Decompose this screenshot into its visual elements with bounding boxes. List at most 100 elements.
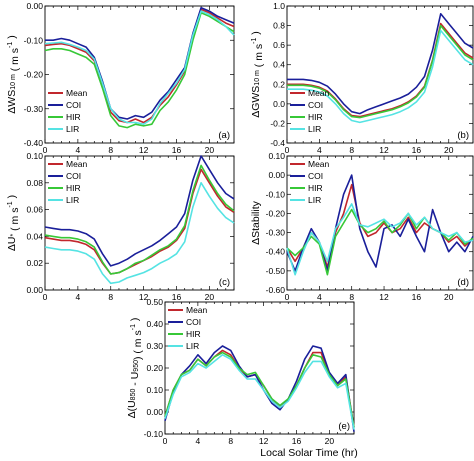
panel-tag: (c) xyxy=(219,277,230,288)
y-axis-label-part: ( m s xyxy=(9,208,21,234)
legend: Mean COI HIR LIR xyxy=(290,88,330,134)
x-tick-label: 8 xyxy=(349,292,354,302)
series-line-mean xyxy=(287,22,474,118)
x-tick-label: 20 xyxy=(205,292,215,302)
legend-label-hir: HIR xyxy=(66,183,81,193)
y-tick-label: -0.4 xyxy=(270,138,285,148)
x-tick-label: 20 xyxy=(325,436,335,446)
y-tick-label: 0.00 xyxy=(146,407,163,417)
legend-label-mean: Mean xyxy=(186,305,208,315)
x-tick-label: 12 xyxy=(259,436,269,446)
x-tick-label: 4 xyxy=(317,145,322,155)
legend-label-hir: HIR xyxy=(308,112,323,122)
legend: Mean COI HIR LIR xyxy=(290,159,330,205)
x-tick-label: 16 xyxy=(292,436,302,446)
y-tick-label: 0.00 xyxy=(268,170,285,180)
y-tick-label: 0.10 xyxy=(268,151,285,161)
y-axis-label-part: 850 xyxy=(130,389,137,401)
series-line-lir xyxy=(287,29,474,124)
y-axis-label-part: ( m s xyxy=(9,48,21,74)
series-line-hir xyxy=(44,12,235,129)
plot-frame xyxy=(44,5,235,144)
y-axis-label-part: 950 xyxy=(133,360,140,372)
series-line-coi xyxy=(44,155,235,267)
y-axis-label-part: ΔU xyxy=(6,237,18,252)
panel-tag: (b) xyxy=(457,130,469,141)
x-tick-label: 4 xyxy=(196,436,201,446)
legend-label-hir: HIR xyxy=(66,112,81,122)
legend-label-mean: Mean xyxy=(308,159,330,169)
x-tick-label: 0 xyxy=(285,145,290,155)
y-axis-label-part: ( m s xyxy=(253,44,265,70)
series-line-lir xyxy=(164,353,355,430)
y-tick-label: 0.40 xyxy=(146,319,163,329)
y-axis-label-part: ) xyxy=(6,35,18,41)
y-axis-label-part: - U xyxy=(129,372,141,389)
y-tick-label: 0.4 xyxy=(273,60,285,70)
series-line-hir xyxy=(287,24,474,119)
y-axis-label-part: -1 xyxy=(7,42,14,48)
y-tick-label: -0.20 xyxy=(24,70,44,80)
y-tick-label: 0.8 xyxy=(273,21,285,31)
plot-frame xyxy=(286,155,474,291)
y-tick-label: -0.10 xyxy=(24,35,44,45)
legend-label-hir: HIR xyxy=(186,329,201,339)
panel-tag: (a) xyxy=(218,130,230,141)
series-line-lir xyxy=(44,182,235,285)
x-tick-label: 8 xyxy=(108,145,113,155)
x-tick-label: 4 xyxy=(317,292,322,302)
x-tick-label: 12 xyxy=(139,145,149,155)
y-tick-label: -0.30 xyxy=(266,228,286,238)
x-tick-label: 16 xyxy=(172,145,182,155)
y-tick-label: 0.02 xyxy=(26,258,43,268)
panel-b: 0 4 8 12 16 20 -0.4 -0.2 0.0 0.2 0.4 0.6 0.8 1.0 ΔGWS1… xyxy=(250,1,474,155)
legend: Mean COI HIR LIR xyxy=(48,88,88,134)
y-tick-label: 0.10 xyxy=(146,385,163,395)
legend-label-lir: LIR xyxy=(308,124,321,134)
plot-frame xyxy=(286,5,474,144)
y-axis-label-part: ΔStability xyxy=(250,200,262,245)
y-tick-label: 0.00 xyxy=(26,285,43,295)
y-axis-label: ΔStability xyxy=(250,200,262,245)
x-tick-label: 8 xyxy=(349,145,354,155)
y-tick-label: -0.40 xyxy=(24,138,44,148)
legend-label-coi: COI xyxy=(308,171,323,181)
series-line-lir xyxy=(44,10,235,125)
legend-label-lir: LIR xyxy=(66,124,79,134)
series-line-coi xyxy=(287,13,474,115)
y-tick-label: -0.60 xyxy=(266,285,286,295)
legend: Mean COI HIR LIR xyxy=(168,305,208,351)
y-axis-label-part: * xyxy=(10,234,17,237)
legend-label-mean: Mean xyxy=(66,159,88,169)
legend-label-lir: LIR xyxy=(308,195,321,205)
y-axis-label: ΔU* ( m s-1 ) xyxy=(6,195,21,251)
x-tick-label: 0 xyxy=(43,145,48,155)
y-tick-label: -0.50 xyxy=(266,266,286,276)
panel-c: 0 4 8 12 16 20 0.00 0.02 0.04 0.06 0.08 0.10 ΔU* ( m… xyxy=(6,151,235,302)
x-tick-label: 12 xyxy=(379,145,389,155)
y-tick-label: 0.0 xyxy=(273,99,285,109)
y-tick-label: 0.50 xyxy=(146,297,163,307)
x-tick-label: 16 xyxy=(412,145,422,155)
x-tick-label: 8 xyxy=(228,436,233,446)
panel-a: 0 4 8 12 16 20 -0.40 -0.30 -0.20 -0.10 0.00 ΔWS10 m… xyxy=(6,1,235,155)
y-tick-label: -0.2 xyxy=(270,118,285,128)
series-line-coi xyxy=(164,345,355,432)
x-tick-label: 20 xyxy=(444,145,454,155)
y-tick-label: 1.0 xyxy=(273,1,285,11)
y-tick-label: 0.08 xyxy=(26,178,43,188)
series-line-coi xyxy=(45,6,235,120)
y-axis-label-part: ) ( m s xyxy=(132,330,144,360)
y-tick-label: -0.10 xyxy=(266,189,286,199)
legend-label-lir: LIR xyxy=(66,195,79,205)
x-tick-label: 12 xyxy=(139,292,149,302)
y-axis-label: ΔGWS10 m ( m s-1 ) xyxy=(250,31,265,118)
y-axis-label-part: -1 xyxy=(7,201,14,207)
x-tick-label: 4 xyxy=(76,145,81,155)
x-tick-label: 20 xyxy=(444,292,454,302)
legend-label-lir: LIR xyxy=(186,341,199,351)
y-tick-label: -0.20 xyxy=(266,208,286,218)
y-axis-label-part: ΔGWS xyxy=(250,86,262,118)
